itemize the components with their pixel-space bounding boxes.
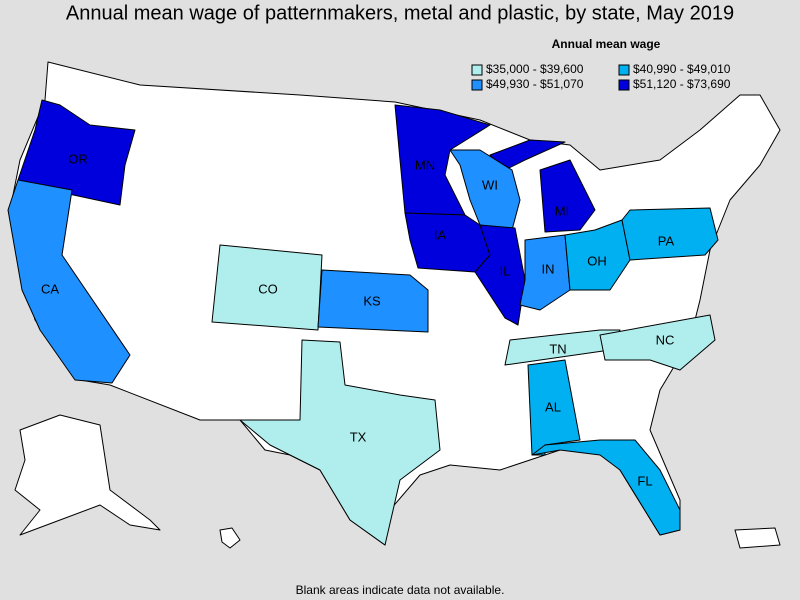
state-shape (474, 224, 526, 326)
legend-title: Annual mean wage (552, 37, 661, 51)
state-shape (539, 159, 596, 233)
legend-label: $40,990 - $49,010 (633, 62, 731, 76)
state-label: IL (500, 263, 511, 278)
legend-swatch (618, 64, 630, 76)
state-label: OH (587, 253, 607, 268)
state-shape (531, 439, 681, 536)
state-label: NC (656, 332, 675, 347)
state-shape (239, 339, 441, 546)
state-shape (394, 104, 491, 216)
footnote: Blank areas indicate data not available. (296, 583, 505, 597)
legend-label: $51,120 - $73,690 (633, 77, 731, 91)
state-label: CO (258, 281, 278, 296)
state-label: IN (542, 261, 555, 276)
state-label: TX (350, 429, 367, 444)
state-label: PA (658, 233, 675, 248)
state-shape (621, 207, 719, 261)
state-label: AL (545, 399, 561, 414)
state-label: FL (637, 473, 652, 488)
state-label: TN (549, 341, 566, 356)
state-label: IA (434, 227, 447, 242)
states: OR CA CO KS TX MN IA WI IL IN MI OH PA TN NC AL FL (7, 99, 719, 546)
legend-swatch (471, 79, 483, 91)
legend-label: $35,000 - $39,600 (486, 62, 584, 76)
hawaii (219, 527, 241, 549)
alaska (14, 414, 161, 536)
state-label: MN (415, 157, 435, 172)
legend: $35,000 - $39,600 $40,990 - $49,010 $49,93… (471, 62, 731, 91)
state-label: KS (363, 293, 381, 308)
legend-label: $49,930 - $51,070 (486, 77, 584, 91)
map-title: Annual mean wage of patternmakers, metal… (66, 2, 734, 24)
state-shape (317, 269, 429, 333)
puerto-rico (734, 527, 781, 549)
state-shape (7, 179, 131, 384)
state-shape (599, 314, 716, 371)
legend-swatch (471, 64, 483, 76)
state-shape (211, 244, 323, 331)
state-label: WI (482, 177, 498, 192)
state-shape (17, 99, 136, 206)
legend-swatch (618, 79, 630, 91)
state-label: MI (555, 203, 569, 218)
state-label: OR (68, 151, 88, 166)
state-label: CA (41, 281, 59, 296)
